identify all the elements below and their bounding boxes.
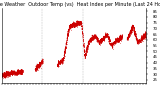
Title: Milwaukee Weather  Outdoor Temp (vs)  Heat Index per Minute (Last 24 Hours): Milwaukee Weather Outdoor Temp (vs) Heat…: [0, 2, 160, 7]
